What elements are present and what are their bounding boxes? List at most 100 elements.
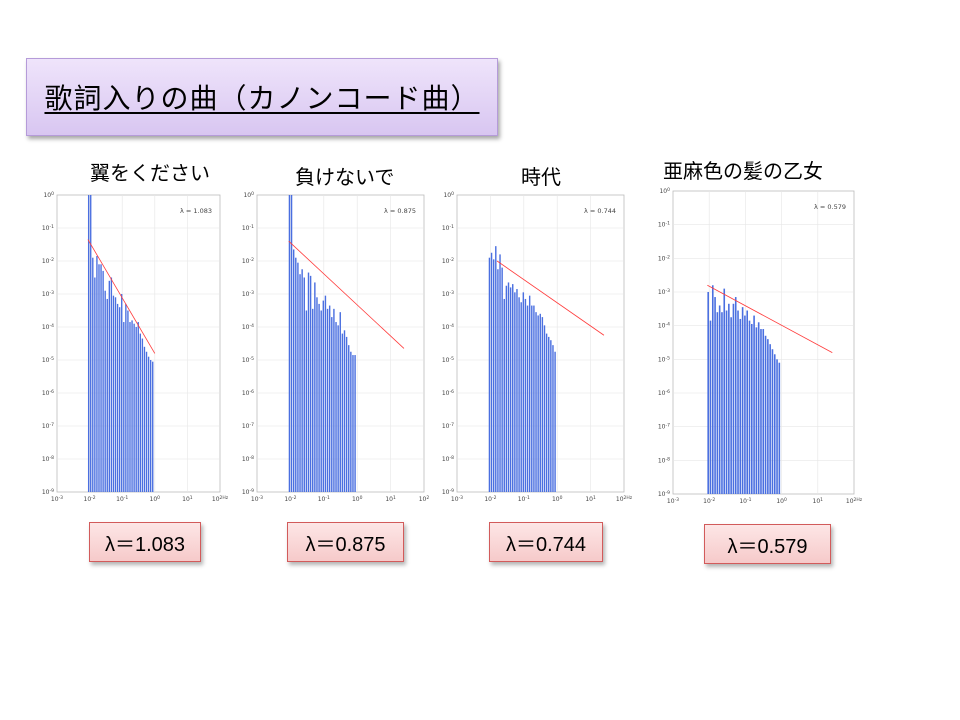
x-tick-label: 10-1 (116, 495, 128, 503)
lambda-annotation: λ = 0.875 (384, 207, 416, 215)
spectrum-bar (333, 308, 335, 492)
spectrum-bar (503, 298, 505, 492)
spectrum-bar (149, 360, 152, 492)
spectrum-bar (345, 336, 348, 492)
spectrum-bar (545, 333, 548, 492)
spectrum-bar (718, 305, 721, 494)
y-tick-label: 10-5 (42, 356, 54, 364)
spectrum-bar (526, 305, 529, 492)
spectrum-bar (734, 297, 737, 494)
lambda-label-2: λ＝0.875 (287, 522, 404, 562)
spectrum-bar (354, 355, 356, 492)
slide-title-box: 歌詞入りの曲（カノンコード曲） (26, 58, 498, 136)
y-tick-label: 10-9 (242, 488, 254, 496)
spectrum-bar (490, 252, 493, 492)
y-tick-label: 10-6 (42, 389, 54, 397)
spectrum-bar (518, 297, 520, 492)
y-tick-label: 10-2 (242, 257, 254, 265)
spectrum-bar (537, 315, 539, 492)
spectrum-bar (324, 295, 327, 492)
spectrum-bar (133, 323, 135, 492)
spectrum-bar (760, 329, 762, 494)
spectrum-bar (505, 285, 508, 492)
spectrum-bar (87, 195, 90, 492)
x-tick-label: 10-3 (451, 495, 463, 503)
lambda-label-3: λ＝0.744 (489, 522, 603, 562)
spectrum-bar (778, 362, 781, 494)
x-tick-label: 101 (385, 495, 396, 503)
spectrum-bar (118, 307, 121, 492)
spectrum-bar (539, 313, 541, 492)
spectrum-bar (129, 322, 131, 492)
spectrum-bar (507, 282, 510, 492)
spectrum-bar (98, 264, 100, 492)
y-tick-label: 10-8 (242, 455, 254, 463)
spectrum-bar (524, 298, 527, 492)
x-tick-label: 101 (813, 497, 824, 505)
y-tick-label: 10-9 (658, 490, 670, 498)
spectrum-bar (748, 320, 751, 494)
x-tick-label: 101 (182, 495, 193, 503)
spectrum-bar (309, 275, 312, 492)
spectrum-bar (753, 315, 755, 494)
y-tick-label: 10-9 (442, 488, 454, 496)
spectrum-bar (108, 280, 111, 492)
song-title-4: 亜麻色の髪の乙女 (663, 159, 823, 183)
lambda-label-4: λ＝0.579 (704, 524, 831, 564)
spectrum-bar (301, 269, 303, 492)
lambda-annotation: λ = 0.744 (584, 207, 616, 215)
spectrum-bar (741, 307, 744, 494)
spectrum-bar (143, 346, 146, 492)
spectrum-bar (326, 308, 329, 492)
spectrum-bar (773, 354, 776, 494)
spectrum-bar (771, 349, 774, 494)
spectrum-chart-4: 10010-110-210-310-410-510-610-710-810-91… (658, 187, 863, 505)
spectrum-chart-2: 10010-110-210-310-410-510-610-710-810-91… (242, 191, 430, 503)
spectrum-bar (769, 344, 771, 494)
spectrum-bar (339, 312, 341, 492)
fit-line (288, 240, 405, 349)
y-tick-label: 10-5 (242, 356, 254, 364)
spectrum-bar (335, 322, 337, 492)
spectrum-bar (100, 264, 102, 492)
spectrum-bar (522, 292, 525, 492)
spectrum-bar (303, 277, 305, 492)
spectrum-bar (141, 338, 144, 492)
x-tick-label: 100 (150, 495, 161, 503)
fit-line (707, 284, 833, 353)
spectrum-bar (299, 274, 301, 492)
y-tick-label: 100 (243, 191, 254, 199)
x-tick-label: 10-3 (251, 495, 263, 503)
spectrum-bar (295, 257, 297, 492)
spectrum-bar (104, 290, 106, 492)
spectrum-bar (123, 322, 125, 492)
spectrum-bar (121, 294, 123, 492)
spectrum-bar (147, 356, 150, 492)
y-tick-label: 10-8 (658, 456, 670, 464)
spectrum-bar (531, 305, 533, 492)
x-tick-label: 10-3 (667, 497, 679, 505)
spectrum-bar (314, 282, 316, 492)
lambda-label-1: λ＝1.083 (89, 522, 201, 562)
y-tick-label: 10-9 (42, 488, 54, 496)
spectrum-bar (106, 298, 108, 492)
spectrum-bar (307, 272, 310, 492)
y-tick-label: 10-5 (442, 356, 454, 364)
spectrum-bar (744, 315, 746, 494)
y-tick-label: 10-7 (242, 422, 254, 430)
spectrum-bar (297, 262, 299, 492)
spectrum-bar (125, 303, 127, 492)
x-tick-label: 10-1 (318, 495, 330, 503)
spectrum-bar (488, 257, 491, 492)
spectrum-bar (750, 323, 753, 494)
spectrum-bar (725, 310, 728, 494)
spectrum-bar (96, 256, 98, 492)
y-tick-label: 100 (443, 191, 454, 199)
x-tick-label: 10-1 (739, 497, 751, 505)
slide-title: 歌詞入りの曲（カノンコード曲） (44, 82, 480, 115)
spectrum-bar (501, 267, 503, 492)
lambda-annotation: λ = 1.083 (180, 207, 212, 215)
spectrum-bar (320, 310, 322, 492)
spectrum-bar (348, 345, 350, 492)
y-tick-label: 10-1 (442, 224, 454, 232)
